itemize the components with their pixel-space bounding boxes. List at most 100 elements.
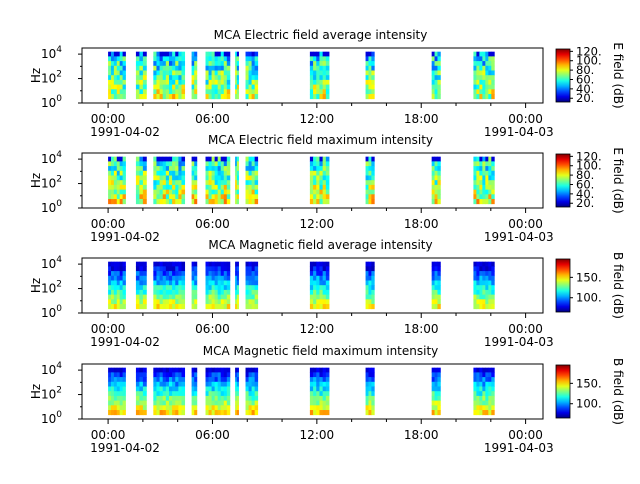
heatmap-cell	[368, 51, 372, 57]
heatmap-cell	[473, 271, 477, 277]
heatmap-cell	[325, 367, 330, 373]
heatmap-cell	[254, 170, 259, 176]
heatmap-cell	[322, 94, 327, 100]
heatmap-cell	[245, 261, 249, 267]
heatmap-cell	[476, 289, 480, 296]
heatmap-cell	[178, 51, 182, 57]
heatmap-cell	[485, 304, 489, 310]
heatmap-cell	[122, 405, 126, 411]
x-tick-label: 06:00	[195, 217, 230, 231]
heatmap-cell	[159, 289, 164, 296]
heatmap-cell	[254, 184, 259, 191]
heatmap-cell	[217, 275, 222, 281]
heatmap-cell	[153, 51, 157, 57]
heatmap-cell	[313, 391, 317, 397]
heatmap-cell	[236, 180, 239, 186]
heatmap-cell	[485, 280, 489, 286]
heatmap-cell	[473, 381, 477, 387]
heatmap-cell	[156, 367, 160, 373]
heatmap-cell	[248, 94, 253, 100]
heatmap-cell	[175, 170, 179, 176]
heatmap-cell	[313, 285, 317, 291]
heatmap-cell	[153, 75, 157, 81]
y-tick-label: 104	[41, 255, 62, 271]
heatmap-cell	[482, 271, 486, 277]
heatmap-cell	[365, 89, 369, 95]
heatmap-cell	[316, 372, 320, 378]
colorbar-tick-label: 80.	[576, 63, 594, 77]
heatmap-cell	[172, 391, 176, 397]
heatmap-cell	[309, 89, 314, 95]
heatmap-cell	[162, 79, 167, 86]
heatmap-cell	[214, 294, 219, 300]
heatmap-cell	[236, 367, 239, 373]
heatmap-cell	[245, 271, 249, 277]
heatmap-cell	[476, 367, 480, 373]
heatmap-cell	[479, 280, 483, 286]
heatmap-cell	[142, 271, 147, 277]
heatmap-cell	[309, 189, 314, 195]
heatmap-cell	[214, 299, 219, 305]
heatmap-cell	[208, 199, 212, 205]
heatmap-cell	[162, 94, 167, 100]
heatmap-cell	[159, 261, 164, 267]
heatmap-cell	[482, 400, 486, 406]
heatmap-cell	[172, 294, 176, 300]
heatmap-cell	[116, 175, 121, 181]
heatmap-cell	[191, 275, 195, 281]
heatmap-cell	[156, 180, 160, 186]
heatmap-cell	[159, 170, 164, 176]
heatmap-cell	[108, 75, 112, 81]
heatmap-cell	[162, 294, 167, 300]
heatmap-cell	[139, 304, 144, 310]
heatmap-cell	[309, 400, 314, 406]
heatmap-cell	[122, 56, 126, 62]
x-tick-label: 12:00	[300, 112, 335, 126]
heatmap-cell	[220, 156, 225, 162]
heatmap-cell	[251, 395, 256, 402]
heatmap-cell	[322, 280, 327, 286]
heatmap-cell	[316, 180, 320, 186]
heatmap-cell	[245, 56, 249, 62]
heatmap-cell	[214, 289, 219, 296]
heatmap-cell	[142, 289, 147, 296]
heatmap-cell	[108, 156, 112, 162]
heatmap-cell	[205, 405, 209, 411]
heatmap-cell	[159, 386, 164, 392]
heatmap-cell	[319, 189, 324, 195]
heatmap-cell	[365, 180, 369, 186]
heatmap-cell	[165, 381, 170, 387]
heatmap-cell	[119, 294, 123, 300]
heatmap-cell	[168, 367, 173, 373]
heatmap-cell	[365, 391, 369, 397]
heatmap-cell	[485, 61, 489, 67]
heatmap-cell	[322, 381, 327, 387]
heatmap-cell	[108, 199, 112, 205]
heatmap-cell	[254, 79, 259, 86]
heatmap-cell	[175, 294, 179, 300]
heatmap-cell	[473, 275, 477, 281]
heatmap-cell	[245, 94, 249, 100]
heatmap-cell	[208, 405, 212, 411]
heatmap-cell	[325, 75, 330, 81]
heatmap-cell	[191, 381, 195, 387]
heatmap-cell	[251, 166, 256, 172]
heatmap-cell	[153, 304, 157, 310]
heatmap-cell	[113, 275, 118, 281]
heatmap-cell	[116, 285, 121, 291]
heatmap-cell	[473, 289, 477, 296]
heatmap-cell	[319, 410, 324, 416]
heatmap-cell	[371, 285, 375, 291]
heatmap-cell	[139, 51, 144, 57]
heatmap-cell	[119, 79, 123, 86]
heatmap-cell	[153, 61, 157, 67]
heatmap-cell	[313, 156, 317, 162]
heatmap-cell	[175, 184, 179, 191]
heatmap-cell	[371, 381, 375, 387]
heatmap-cell	[431, 70, 435, 76]
heatmap-cell	[236, 405, 239, 411]
heatmap-cell	[159, 271, 164, 277]
heatmap-cell	[319, 156, 324, 162]
heatmap-cell	[214, 377, 219, 383]
heatmap-cell	[119, 89, 123, 95]
